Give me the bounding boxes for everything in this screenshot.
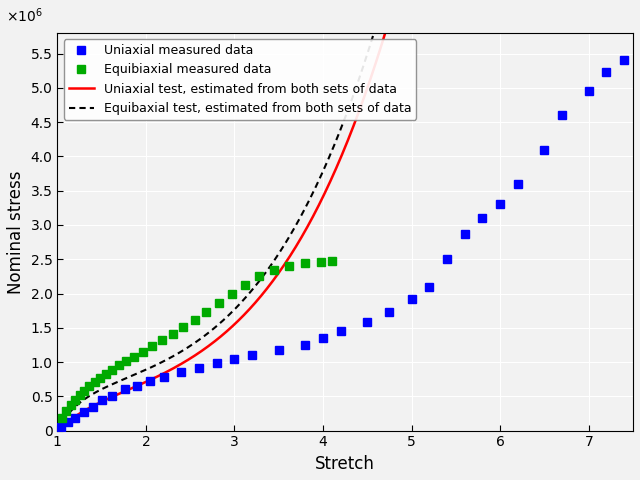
Uniaxial measured data — [319, 335, 327, 341]
X-axis label: Stretch: Stretch — [316, 455, 375, 473]
Equibaxial test, estimated from both sets of data — [291, 226, 298, 231]
Equibiaxial measured data — [62, 408, 70, 414]
Uniaxial measured data — [230, 357, 238, 362]
Equibaxial test, estimated from both sets of data — [369, 33, 377, 39]
Uniaxial measured data — [195, 365, 203, 371]
Uniaxial measured data — [80, 409, 88, 415]
Uniaxial measured data — [479, 215, 486, 221]
Equibiaxial measured data — [96, 375, 104, 381]
Equibiaxial measured data — [328, 258, 336, 264]
Uniaxial measured data — [386, 309, 394, 315]
Equibaxial test, estimated from both sets of data — [252, 283, 259, 289]
Equibaxial test, estimated from both sets of data — [65, 411, 72, 417]
Uniaxial test, estimated from both sets of data — [54, 428, 61, 433]
Equibiaxial measured data — [91, 379, 99, 385]
Uniaxial measured data — [585, 88, 593, 94]
Y-axis label: Nominal stress: Nominal stress — [7, 170, 25, 294]
Uniaxial measured data — [514, 181, 522, 187]
Equibiaxial measured data — [317, 259, 325, 265]
Uniaxial measured data — [275, 348, 283, 353]
Text: $\times10^6$: $\times10^6$ — [6, 6, 42, 25]
Uniaxial measured data — [64, 419, 72, 425]
Equibiaxial measured data — [115, 362, 123, 368]
Equibiaxial measured data — [228, 290, 236, 296]
Equibiaxial measured data — [85, 383, 93, 389]
Legend: Uniaxial measured data, Equibiaxial measured data, Uniaxial test, estimated from: Uniaxial measured data, Equibiaxial meas… — [63, 39, 416, 120]
Line: Equibaxial test, estimated from both sets of data: Equibaxial test, estimated from both set… — [58, 36, 373, 431]
Equibiaxial measured data — [255, 274, 263, 279]
Uniaxial measured data — [98, 397, 106, 403]
Equibiaxial measured data — [214, 300, 222, 306]
Uniaxial measured data — [89, 404, 97, 409]
Equibiaxial measured data — [148, 343, 156, 349]
Equibiaxial measured data — [271, 266, 278, 272]
Equibiaxial measured data — [76, 392, 83, 398]
Equibiaxial measured data — [80, 388, 88, 394]
Equibiaxial measured data — [158, 337, 166, 343]
Uniaxial measured data — [57, 424, 65, 430]
Uniaxial measured data — [541, 146, 548, 152]
Equibiaxial measured data — [140, 349, 147, 355]
Uniaxial measured data — [248, 352, 256, 358]
Uniaxial measured data — [301, 342, 309, 348]
Uniaxial measured data — [364, 319, 371, 325]
Equibiaxial measured data — [108, 367, 116, 372]
Uniaxial measured data — [444, 256, 451, 262]
Line: Uniaxial measured data: Uniaxial measured data — [57, 57, 628, 431]
Equibiaxial measured data — [169, 331, 177, 337]
Equibiaxial measured data — [202, 309, 210, 315]
Uniaxial measured data — [558, 112, 566, 118]
Uniaxial measured data — [461, 231, 468, 237]
Equibiaxial measured data — [241, 282, 249, 288]
Equibiaxial measured data — [131, 354, 138, 360]
Uniaxial test, estimated from both sets of data — [202, 346, 209, 351]
Uniaxial measured data — [426, 284, 433, 289]
Uniaxial measured data — [108, 394, 116, 399]
Equibiaxial measured data — [71, 397, 79, 403]
Equibiaxial measured data — [179, 324, 187, 330]
Line: Equibiaxial measured data: Equibiaxial measured data — [58, 257, 336, 422]
Uniaxial test, estimated from both sets of data — [314, 204, 322, 210]
Equibiaxial measured data — [58, 415, 66, 421]
Uniaxial test, estimated from both sets of data — [156, 372, 163, 378]
Equibaxial test, estimated from both sets of data — [63, 412, 71, 418]
Uniaxial measured data — [337, 328, 344, 334]
Uniaxial measured data — [408, 296, 415, 302]
Equibaxial test, estimated from both sets of data — [156, 360, 164, 366]
Uniaxial measured data — [620, 58, 628, 63]
Uniaxial measured data — [71, 415, 79, 420]
Equibiaxial measured data — [301, 261, 309, 266]
Equibiaxial measured data — [67, 402, 74, 408]
Uniaxial measured data — [497, 202, 504, 207]
Uniaxial measured data — [133, 383, 141, 389]
Uniaxial measured data — [603, 69, 611, 75]
Uniaxial measured data — [147, 378, 154, 384]
Equibiaxial measured data — [123, 359, 131, 364]
Line: Uniaxial test, estimated from both sets of data: Uniaxial test, estimated from both sets … — [58, 0, 633, 431]
Equibiaxial measured data — [285, 263, 293, 269]
Uniaxial measured data — [177, 370, 185, 375]
Uniaxial measured data — [160, 374, 168, 380]
Uniaxial measured data — [121, 386, 129, 392]
Uniaxial measured data — [213, 360, 221, 366]
Equibiaxial measured data — [102, 371, 110, 377]
Equibiaxial measured data — [191, 317, 198, 323]
Equibaxial test, estimated from both sets of data — [54, 428, 61, 433]
Equibaxial test, estimated from both sets of data — [180, 347, 188, 352]
